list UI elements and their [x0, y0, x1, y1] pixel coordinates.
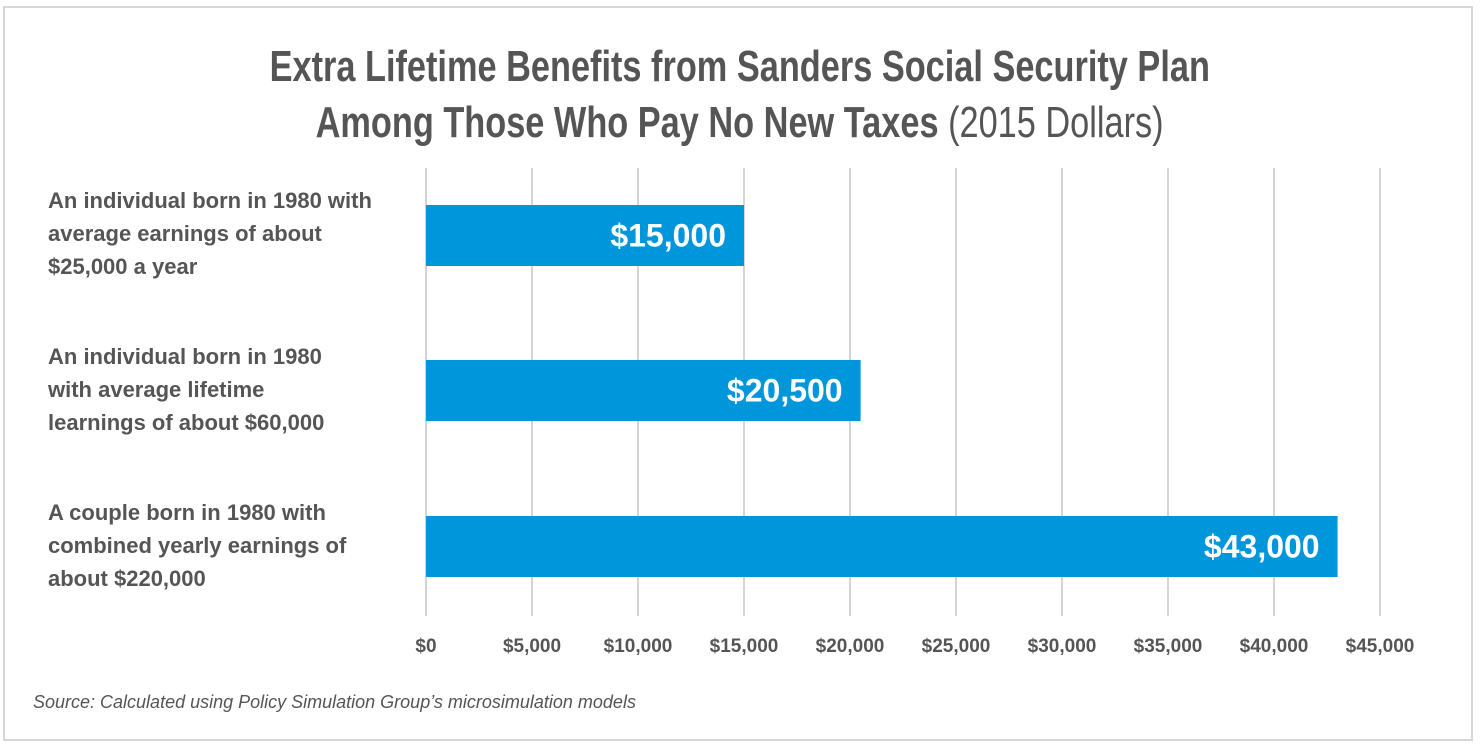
x-tick-label: $35,000: [1134, 636, 1203, 657]
title-line-2-text: Among Those Who Pay No New Taxes: [315, 98, 939, 147]
chart-frame: [3, 6, 1473, 741]
bar-data-label: $20,500: [727, 373, 843, 409]
x-tick-label: $45,000: [1346, 636, 1415, 657]
x-tick-label: $5,000: [503, 636, 561, 657]
source-note: Source: Calculated using Policy Simulati…: [33, 692, 636, 712]
x-tick-label: $40,000: [1240, 636, 1309, 657]
category-label-3: A couple born in 1980 with combined year…: [48, 500, 347, 591]
x-tick-label: $10,000: [604, 636, 673, 657]
bar-data-label: $15,000: [610, 218, 726, 254]
x-tick-label: $20,000: [816, 636, 885, 657]
x-tick-label: $0: [415, 636, 436, 657]
x-tick-label: $15,000: [710, 636, 779, 657]
x-tick-label: $25,000: [922, 636, 991, 657]
chart-title-line-1: Extra Lifetime Benefits from Sanders Soc…: [269, 42, 1211, 91]
bar-data-label: $43,000: [1204, 529, 1320, 565]
bar: [426, 516, 1338, 577]
chart-title-line-2: Among Those Who Pay No New Taxes (2015 D…: [0, 96, 1480, 150]
x-tick-label: $30,000: [1028, 636, 1097, 657]
category-label-2: An individual born in 1980 with average …: [48, 344, 325, 435]
category-label-1: An individual born in 1980 with average …: [48, 188, 372, 279]
bar: [426, 360, 861, 421]
title-unit: (2015 Dollars): [948, 98, 1165, 147]
bar: [426, 205, 744, 266]
